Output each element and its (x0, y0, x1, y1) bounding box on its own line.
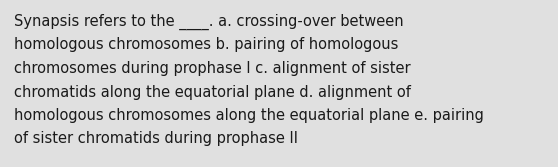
Text: homologous chromosomes along the equatorial plane e. pairing: homologous chromosomes along the equator… (14, 108, 484, 123)
Text: Synapsis refers to the ____. a. crossing-over between: Synapsis refers to the ____. a. crossing… (14, 14, 403, 30)
Text: chromatids along the equatorial plane d. alignment of: chromatids along the equatorial plane d.… (14, 85, 411, 100)
Text: of sister chromatids during prophase II: of sister chromatids during prophase II (14, 131, 298, 146)
Text: homologous chromosomes b. pairing of homologous: homologous chromosomes b. pairing of hom… (14, 38, 398, 52)
Text: chromosomes during prophase I c. alignment of sister: chromosomes during prophase I c. alignme… (14, 61, 411, 76)
